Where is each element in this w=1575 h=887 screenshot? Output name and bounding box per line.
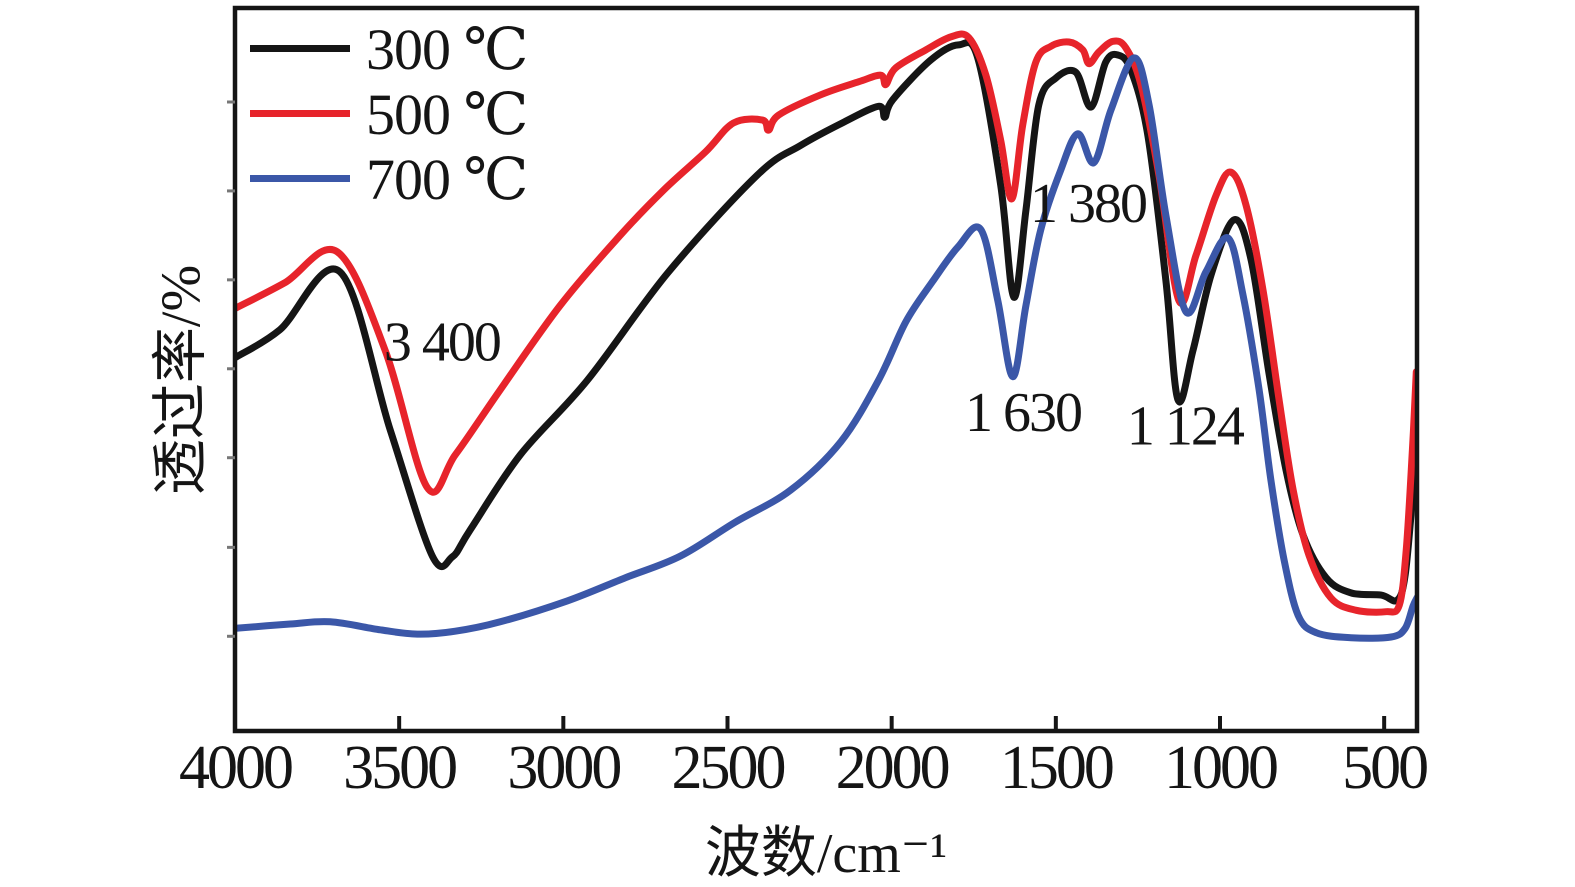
x-tick-label: 1000 xyxy=(1164,734,1277,802)
x-tick-label: 2500 xyxy=(672,734,785,802)
legend-item-700c: 700 ℃ xyxy=(250,146,528,212)
legend-label-500c: 500 ℃ xyxy=(366,81,528,147)
legend-line-500c-swatch xyxy=(250,110,350,117)
x-tick-label: 500 xyxy=(1342,734,1427,802)
x-tick-label: 1500 xyxy=(1000,734,1113,802)
legend-line-300c-swatch xyxy=(250,45,350,52)
peak-annotation: 1 380 xyxy=(1030,173,1146,235)
peak-annotation: 1 124 xyxy=(1127,396,1245,458)
legend-line-700c-swatch xyxy=(250,175,350,182)
curves-group xyxy=(235,30,1417,642)
peak-annotation: 1 630 xyxy=(965,382,1081,444)
y-axis-title: 透过率/% xyxy=(150,264,213,496)
x-axis-title: 波数/cm⁻¹ xyxy=(704,823,948,885)
series-line-300c xyxy=(235,38,1417,605)
legend-label-700c: 700 ℃ xyxy=(366,146,528,212)
series-line-700c xyxy=(235,54,1417,642)
x-tick-label: 3000 xyxy=(507,734,620,802)
legend-item-500c: 500 ℃ xyxy=(250,81,528,147)
x-tick-label: 4000 xyxy=(179,734,292,802)
peak-annotation: 3 400 xyxy=(384,312,500,374)
legend-item-300c: 300 ℃ xyxy=(250,16,528,82)
legend-label-300c: 300 ℃ xyxy=(366,16,528,82)
x-tick-label: 2000 xyxy=(836,734,949,802)
legend: 300 ℃ 500 ℃ 700 ℃ xyxy=(250,16,528,212)
series-line-500c xyxy=(235,30,1417,616)
x-tick-label: 3500 xyxy=(343,734,456,802)
